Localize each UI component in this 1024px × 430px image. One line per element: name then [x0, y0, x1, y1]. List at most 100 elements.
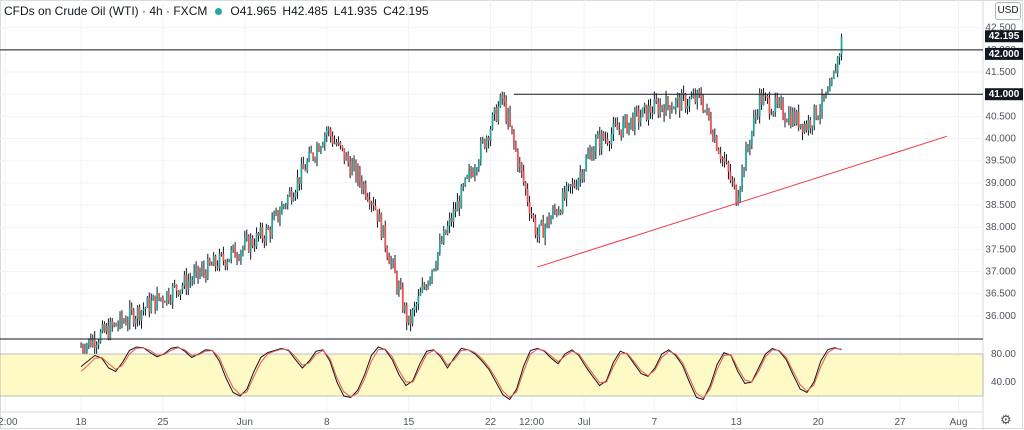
candle-body	[557, 211, 560, 215]
candle-body	[633, 109, 636, 130]
candle-body	[329, 129, 332, 137]
time-tick-label: 12:00	[0, 417, 18, 428]
candle-body	[243, 238, 246, 248]
currency-button[interactable]: USD	[995, 2, 1021, 20]
candle-body	[507, 112, 509, 122]
candle-body	[255, 233, 258, 247]
candle-body	[747, 146, 749, 148]
candle-body	[731, 180, 734, 182]
ohlc-close: C42.195	[383, 4, 429, 18]
candle-body	[587, 154, 589, 159]
candle-body	[409, 315, 412, 324]
candle-body	[750, 131, 753, 146]
horizontal-levels[interactable]	[0, 49, 983, 95]
candle-body	[610, 133, 613, 145]
candle-body	[472, 173, 474, 176]
candle-body	[815, 105, 818, 119]
candle-body	[762, 95, 765, 105]
candle-body	[717, 149, 720, 154]
grid	[0, 0, 984, 430]
candle-body	[477, 161, 480, 169]
candle-body	[91, 338, 94, 347]
candle-body	[347, 154, 350, 163]
price-axis[interactable]: 36.000 36.500 37.000 37.500 38.000 38.500 39.0…	[985, 23, 1016, 322]
candle-body	[552, 209, 554, 218]
candle-body	[251, 237, 254, 246]
candle-body	[499, 94, 502, 107]
candle-body	[708, 108, 710, 119]
candle-body	[554, 209, 556, 211]
candle-body	[84, 350, 86, 353]
candle-body	[206, 259, 209, 279]
candle-body	[214, 256, 217, 267]
trendline-layer[interactable]	[537, 135, 948, 268]
candle-body	[501, 94, 504, 99]
candle-body	[360, 181, 363, 190]
candle-body	[115, 323, 118, 327]
price-tick-label: 42.500	[985, 23, 1016, 34]
candle-body	[690, 97, 693, 99]
candle-body	[247, 235, 250, 252]
symbol-title[interactable]: CFDs on Crude Oil (WTI) · 4h · FXCM	[4, 4, 208, 18]
candle-body	[743, 168, 745, 171]
candle-body	[655, 99, 658, 103]
candle-body	[758, 92, 761, 117]
candle-body	[201, 267, 203, 273]
symbol-legend[interactable]: CFDs on Crude Oil (WTI) · 4h · FXCM O41.…	[4, 4, 429, 18]
candle-body	[692, 94, 695, 98]
candle-body	[142, 309, 145, 311]
candle-body	[513, 131, 515, 143]
candle-body	[300, 163, 303, 184]
candle-body	[349, 162, 352, 175]
price-label-text: 42.195	[989, 31, 1020, 42]
candle-body	[713, 136, 716, 141]
time-tick-label: 25	[157, 417, 169, 428]
candle-body	[768, 98, 771, 114]
stochastic-pane: 80.00 40.00	[0, 338, 1016, 401]
candle-body	[686, 105, 689, 109]
candle-body	[292, 197, 295, 201]
candle-body	[242, 247, 244, 252]
candle-body	[630, 117, 632, 123]
candle-body	[140, 310, 143, 321]
candle-body	[125, 321, 127, 325]
candle-body	[474, 170, 476, 176]
time-tick-label: 7	[652, 417, 658, 428]
candle-body	[452, 209, 455, 222]
candle-body	[351, 164, 353, 175]
candle-body	[509, 112, 511, 126]
candle-body	[123, 321, 125, 323]
candle-body	[674, 99, 677, 108]
candle-body	[294, 192, 297, 198]
candle-body	[760, 92, 763, 105]
candle-body	[591, 151, 593, 160]
candle-body	[729, 171, 732, 181]
candle-body	[265, 227, 268, 242]
price-tick-label: 41.500	[985, 67, 1016, 78]
candle-body	[355, 161, 357, 180]
candle-body	[222, 253, 225, 261]
gear-icon[interactable]: ⚙	[1000, 412, 1012, 427]
candle-body	[620, 129, 623, 137]
candle-body	[827, 91, 829, 94]
candle-body	[764, 95, 767, 97]
time-axis[interactable]: 12:00 18 25 Jun 8 15 22 12:00 Jul 7 13 20 27 Aug	[0, 411, 983, 428]
candle-body	[290, 191, 293, 201]
candle-body	[308, 151, 311, 162]
candle-body	[327, 129, 330, 131]
price-tick-label: 38.000	[985, 222, 1016, 233]
candle-body	[302, 163, 305, 170]
candle-body	[405, 304, 408, 323]
candle-body	[413, 306, 416, 310]
candle-body	[752, 117, 755, 132]
candle-body	[776, 97, 779, 104]
candle-body	[495, 107, 498, 122]
candle-body	[602, 132, 605, 140]
candle-body	[446, 225, 449, 234]
candle-body	[228, 259, 231, 262]
candle-body	[437, 252, 439, 266]
candle-body	[550, 217, 552, 224]
candle-body	[396, 273, 398, 291]
candle-body	[117, 325, 119, 327]
